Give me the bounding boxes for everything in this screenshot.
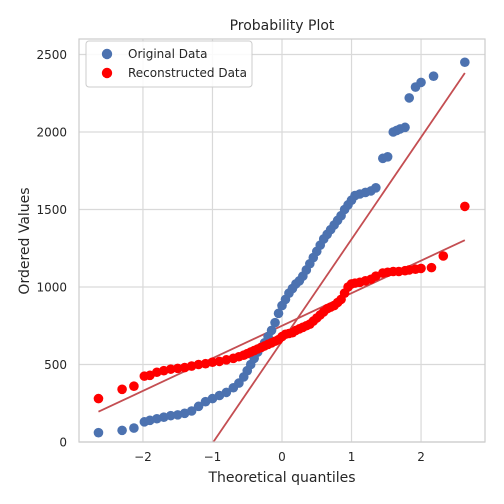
x-axis-title: Theoretical quantiles	[207, 470, 355, 486]
data-point	[273, 308, 284, 319]
data-point	[428, 71, 439, 81]
data-point	[221, 387, 232, 398]
data-point	[382, 152, 393, 162]
legend-marker-original-data	[101, 48, 113, 60]
x-tick-label: −2	[134, 450, 152, 464]
y-tick-label: 500	[44, 358, 67, 372]
series-reconstructed-data	[93, 201, 470, 404]
data-point	[438, 251, 449, 261]
y-tick-label: 0	[59, 436, 67, 450]
data-point	[404, 93, 415, 103]
data-point	[193, 401, 204, 412]
data-point	[207, 357, 218, 367]
plot-area-frame	[78, 38, 486, 443]
data-point	[129, 423, 139, 433]
grid-lines	[79, 39, 485, 443]
legend-marker-reconstructed-data	[101, 67, 113, 79]
data-point	[93, 393, 104, 404]
data-point	[416, 263, 426, 274]
tick-labels: −2 −1 0 1 2 0 500 1000 1500 2000 2500	[36, 48, 424, 464]
data-point	[400, 122, 410, 133]
series-original-data	[93, 57, 470, 438]
legend-label-reconstructed-data: Reconstructed Data	[128, 66, 247, 80]
data-point	[426, 262, 437, 273]
data-point	[117, 384, 127, 395]
y-axis-title: Ordered Values	[17, 187, 33, 294]
y-tick-label: 2000	[36, 126, 67, 140]
data-point	[270, 317, 280, 328]
legend-label-original-data: Original Data	[128, 47, 207, 61]
chart-title: Probability Plot	[230, 18, 335, 34]
legend: Original Data Reconstructed Data	[85, 40, 253, 88]
x-tick-label: 0	[278, 450, 286, 464]
x-tick-label: −1	[204, 450, 222, 464]
data-point	[93, 427, 104, 438]
data-point	[186, 406, 197, 416]
x-tick-label: 2	[417, 450, 425, 464]
data-point	[460, 57, 470, 68]
data-point	[165, 410, 176, 421]
legend-box	[85, 40, 253, 88]
y-tick-label: 1000	[36, 281, 67, 295]
data-points	[93, 57, 470, 438]
data-point	[165, 364, 176, 374]
data-point	[193, 359, 204, 370]
x-tick-label: 1	[348, 450, 356, 464]
data-point	[172, 363, 183, 374]
y-tick-label: 2500	[36, 48, 67, 62]
data-point	[416, 77, 426, 88]
y-tick-label: 1500	[36, 203, 67, 217]
data-point	[371, 183, 381, 193]
data-point	[117, 425, 127, 436]
data-point	[129, 381, 139, 392]
data-point	[460, 201, 470, 212]
data-point	[266, 325, 277, 336]
